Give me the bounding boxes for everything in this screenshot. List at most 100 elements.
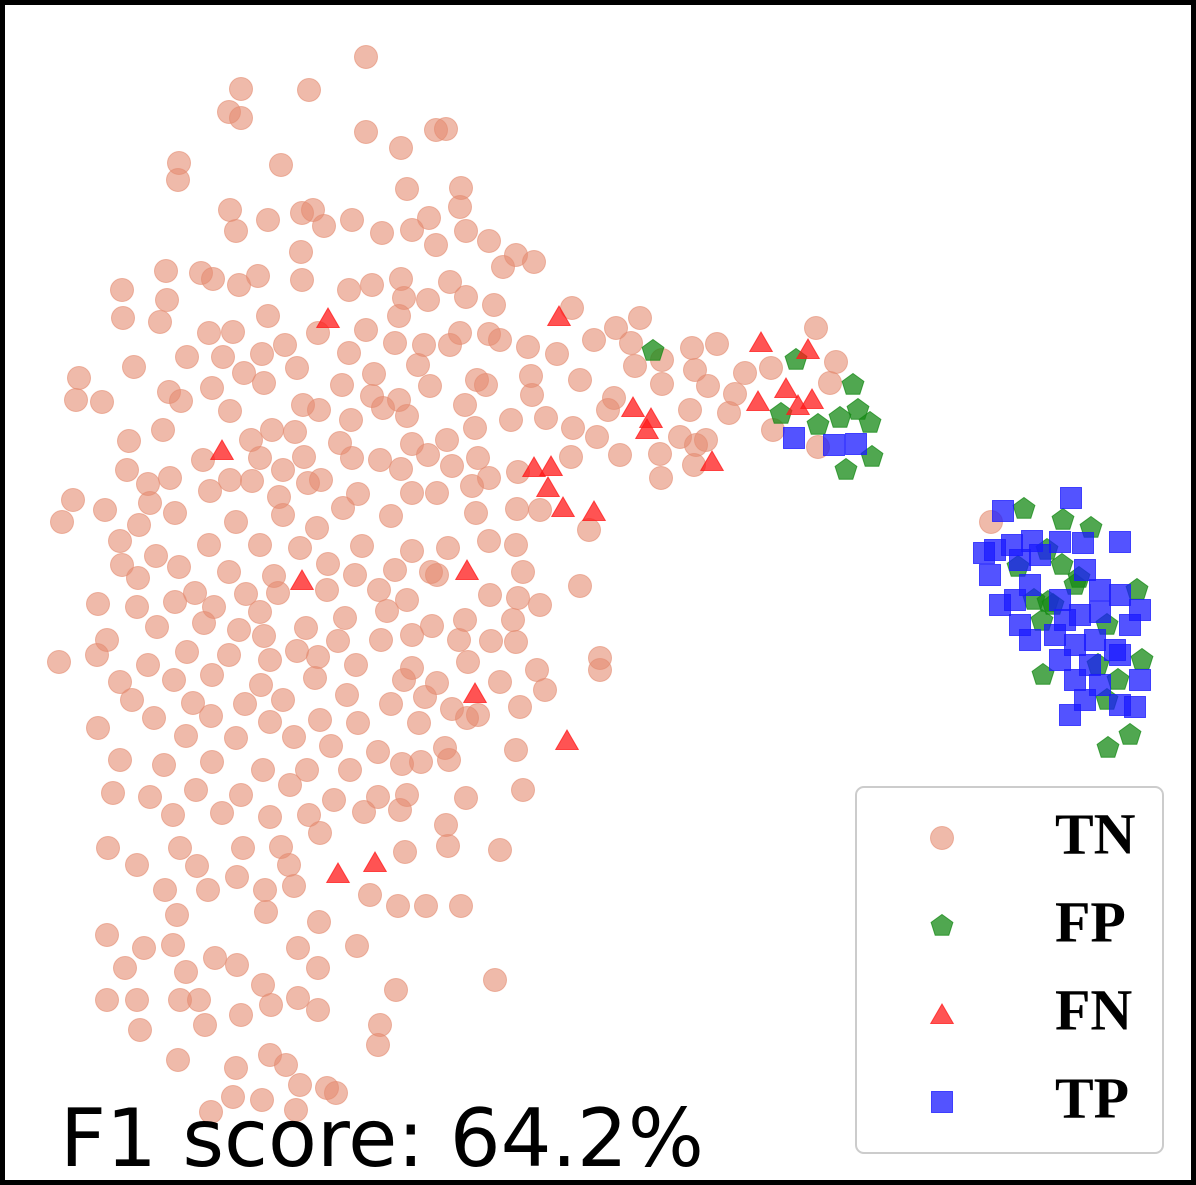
point	[193, 1013, 217, 1037]
point	[233, 692, 257, 716]
point	[218, 468, 242, 492]
point	[110, 553, 134, 577]
point	[224, 1056, 248, 1080]
legend-marker	[929, 1003, 955, 1024]
point	[271, 458, 295, 482]
point	[282, 874, 306, 898]
legend-marker	[930, 826, 954, 850]
point	[138, 785, 162, 809]
point	[343, 563, 367, 587]
point	[1059, 704, 1081, 726]
point	[163, 590, 187, 614]
point	[477, 529, 501, 553]
point	[326, 629, 350, 653]
point	[453, 608, 477, 632]
point	[96, 836, 120, 860]
point	[588, 658, 612, 682]
point	[479, 629, 503, 653]
point	[350, 534, 374, 558]
point	[283, 420, 307, 444]
point	[823, 434, 845, 456]
point	[1096, 735, 1120, 758]
point	[1109, 644, 1131, 666]
point	[305, 516, 329, 540]
point	[138, 491, 162, 515]
point	[126, 566, 150, 590]
point	[387, 304, 411, 328]
point	[460, 474, 484, 498]
point	[249, 673, 273, 697]
point	[1064, 669, 1086, 691]
point	[271, 503, 295, 527]
point	[369, 628, 393, 652]
point	[225, 953, 249, 977]
point	[389, 136, 413, 160]
point	[1119, 614, 1141, 636]
point	[250, 342, 274, 366]
point	[229, 783, 253, 807]
point	[979, 564, 1001, 586]
point	[64, 388, 88, 412]
point	[799, 388, 825, 409]
point	[200, 663, 224, 687]
point	[307, 398, 331, 422]
point	[619, 331, 643, 355]
legend: TN FP FN TP	[929, 801, 1136, 1130]
legend-box	[855, 786, 1164, 1154]
point	[161, 933, 185, 957]
point	[315, 307, 341, 328]
point	[354, 120, 378, 144]
point	[367, 578, 391, 602]
point	[217, 560, 241, 584]
point	[546, 305, 572, 326]
point	[440, 454, 464, 478]
point	[608, 443, 632, 467]
point	[416, 288, 440, 312]
point	[696, 374, 720, 398]
point	[434, 813, 458, 837]
point	[1129, 669, 1151, 691]
point	[225, 865, 249, 889]
point	[634, 418, 660, 439]
point	[733, 361, 757, 385]
point	[117, 429, 141, 453]
point	[1049, 589, 1071, 611]
point	[454, 786, 478, 810]
point	[288, 1073, 312, 1097]
point	[145, 615, 169, 639]
point	[174, 960, 198, 984]
point	[162, 668, 186, 692]
point	[218, 198, 242, 222]
point	[325, 862, 351, 883]
point	[286, 936, 310, 960]
point	[125, 988, 149, 1012]
point	[834, 457, 858, 480]
point	[582, 328, 606, 352]
point	[290, 268, 314, 292]
point	[699, 450, 725, 471]
point	[259, 993, 283, 1017]
point	[683, 358, 707, 382]
point	[271, 688, 295, 712]
point	[322, 788, 346, 812]
point	[229, 77, 253, 101]
point	[50, 510, 74, 534]
point	[520, 383, 544, 407]
point	[407, 711, 431, 735]
point	[209, 439, 235, 460]
point	[504, 738, 528, 762]
point	[201, 267, 225, 291]
point	[224, 219, 248, 243]
point	[266, 581, 290, 605]
point	[227, 273, 251, 297]
point	[345, 934, 369, 958]
legend-marker	[930, 913, 954, 936]
point	[153, 878, 177, 902]
point	[386, 894, 410, 918]
point	[161, 803, 185, 827]
point	[308, 821, 332, 845]
point	[86, 592, 110, 616]
point	[1084, 629, 1106, 651]
point	[491, 255, 515, 279]
point	[545, 342, 569, 366]
